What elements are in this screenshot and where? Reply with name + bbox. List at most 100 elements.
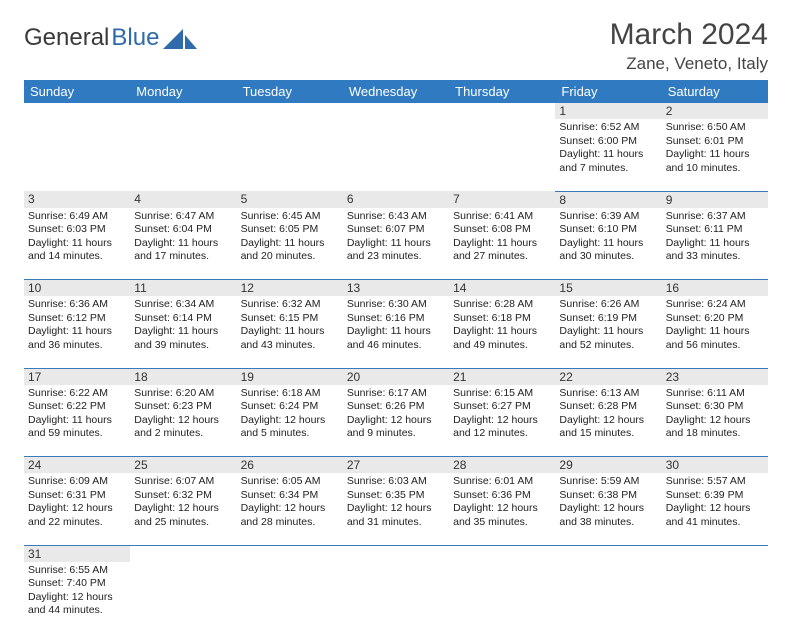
day-cell: Sunrise: 6:34 AMSunset: 6:14 PMDaylight:… — [130, 296, 236, 368]
day-cell-text: Sunrise: 6:05 AMSunset: 6:34 PMDaylight:… — [241, 475, 339, 530]
sunset-text: Sunset: 6:39 PM — [666, 489, 764, 503]
sunrise-text: Sunrise: 6:47 AM — [134, 210, 232, 224]
content-row: Sunrise: 6:49 AMSunset: 6:03 PMDaylight:… — [24, 208, 768, 280]
sunset-text: Sunset: 6:16 PM — [347, 312, 445, 326]
sunrise-text: Sunrise: 6:18 AM — [241, 387, 339, 401]
day-number — [343, 103, 449, 119]
daylight-text: Daylight: 11 hours and 14 minutes. — [28, 237, 126, 264]
sail-icon — [163, 27, 197, 49]
sunset-text: Sunset: 6:35 PM — [347, 489, 445, 503]
day-number: 4 — [130, 191, 236, 208]
location-text: Zane, Veneto, Italy — [610, 54, 768, 74]
sunrise-text: Sunrise: 6:39 AM — [559, 210, 657, 224]
day-cell-text: Sunrise: 6:32 AMSunset: 6:15 PMDaylight:… — [241, 298, 339, 353]
sunset-text: Sunset: 6:32 PM — [134, 489, 232, 503]
day-cell-text: Sunrise: 6:11 AMSunset: 6:30 PMDaylight:… — [666, 387, 764, 442]
sunrise-text: Sunrise: 6:13 AM — [559, 387, 657, 401]
day-cell-text: Sunrise: 6:03 AMSunset: 6:35 PMDaylight:… — [347, 475, 445, 530]
day-number: 7 — [449, 191, 555, 208]
sunrise-text: Sunrise: 6:15 AM — [453, 387, 551, 401]
day-cell: Sunrise: 6:43 AMSunset: 6:07 PMDaylight:… — [343, 208, 449, 280]
day-number — [24, 103, 130, 119]
day-cell — [24, 119, 130, 191]
day-number: 5 — [237, 191, 343, 208]
day-number: 2 — [662, 103, 768, 119]
sunset-text: Sunset: 6:03 PM — [28, 223, 126, 237]
sunrise-text: Sunrise: 6:32 AM — [241, 298, 339, 312]
sunset-text: Sunset: 6:14 PM — [134, 312, 232, 326]
brand-logo: GeneralBlue — [24, 18, 197, 52]
day-cell-text: Sunrise: 6:15 AMSunset: 6:27 PMDaylight:… — [453, 387, 551, 442]
title-block: March 2024 Zane, Veneto, Italy — [610, 18, 768, 74]
day-cell: Sunrise: 6:50 AMSunset: 6:01 PMDaylight:… — [662, 119, 768, 191]
daylight-text: Daylight: 12 hours and 31 minutes. — [347, 502, 445, 529]
day-number: 8 — [555, 191, 661, 208]
brand-text-2: Blue — [111, 24, 159, 52]
sunset-text: Sunset: 6:00 PM — [559, 135, 657, 149]
day-cell: Sunrise: 6:24 AMSunset: 6:20 PMDaylight:… — [662, 296, 768, 368]
daynum-row: 3456789 — [24, 191, 768, 208]
sunrise-text: Sunrise: 6:37 AM — [666, 210, 764, 224]
day-cell-text: Sunrise: 6:43 AMSunset: 6:07 PMDaylight:… — [347, 210, 445, 265]
daylight-text: Daylight: 12 hours and 22 minutes. — [28, 502, 126, 529]
sunset-text: Sunset: 6:15 PM — [241, 312, 339, 326]
day-cell-text: Sunrise: 6:47 AMSunset: 6:04 PMDaylight:… — [134, 210, 232, 265]
day-cell — [449, 119, 555, 191]
day-number — [130, 103, 236, 119]
day-cell-text: Sunrise: 6:07 AMSunset: 6:32 PMDaylight:… — [134, 475, 232, 530]
daylight-text: Daylight: 11 hours and 17 minutes. — [134, 237, 232, 264]
sunrise-text: Sunrise: 6:50 AM — [666, 121, 764, 135]
day-cell: Sunrise: 5:57 AMSunset: 6:39 PMDaylight:… — [662, 473, 768, 545]
day-cell: Sunrise: 6:49 AMSunset: 6:03 PMDaylight:… — [24, 208, 130, 280]
day-cell: Sunrise: 6:15 AMSunset: 6:27 PMDaylight:… — [449, 385, 555, 457]
day-number: 27 — [343, 457, 449, 474]
day-cell — [343, 562, 449, 634]
daylight-text: Daylight: 12 hours and 5 minutes. — [241, 414, 339, 441]
daylight-text: Daylight: 11 hours and 20 minutes. — [241, 237, 339, 264]
day-cell — [130, 119, 236, 191]
day-cell-text: Sunrise: 6:45 AMSunset: 6:05 PMDaylight:… — [241, 210, 339, 265]
content-row: Sunrise: 6:55 AMSunset: 7:40 PMDaylight:… — [24, 562, 768, 634]
day-number — [555, 545, 661, 562]
sunset-text: Sunset: 7:40 PM — [28, 577, 126, 591]
sunset-text: Sunset: 6:26 PM — [347, 400, 445, 414]
day-cell-text: Sunrise: 6:49 AMSunset: 6:03 PMDaylight:… — [28, 210, 126, 265]
day-cell: Sunrise: 6:07 AMSunset: 6:32 PMDaylight:… — [130, 473, 236, 545]
sunset-text: Sunset: 6:11 PM — [666, 223, 764, 237]
day-number: 9 — [662, 191, 768, 208]
sunrise-text: Sunrise: 5:59 AM — [559, 475, 657, 489]
sunrise-text: Sunrise: 6:43 AM — [347, 210, 445, 224]
day-number: 25 — [130, 457, 236, 474]
day-cell: Sunrise: 6:39 AMSunset: 6:10 PMDaylight:… — [555, 208, 661, 280]
sunset-text: Sunset: 6:38 PM — [559, 489, 657, 503]
daynum-row: 31 — [24, 545, 768, 562]
day-cell — [555, 562, 661, 634]
day-number: 15 — [555, 280, 661, 297]
day-cell: Sunrise: 6:55 AMSunset: 7:40 PMDaylight:… — [24, 562, 130, 634]
day-cell-text: Sunrise: 6:20 AMSunset: 6:23 PMDaylight:… — [134, 387, 232, 442]
day-cell — [237, 562, 343, 634]
day-number: 20 — [343, 368, 449, 385]
day-header: Tuesday — [237, 80, 343, 103]
day-cell-text: Sunrise: 5:59 AMSunset: 6:38 PMDaylight:… — [559, 475, 657, 530]
day-cell: Sunrise: 6:03 AMSunset: 6:35 PMDaylight:… — [343, 473, 449, 545]
sunrise-text: Sunrise: 6:24 AM — [666, 298, 764, 312]
daylight-text: Daylight: 11 hours and 46 minutes. — [347, 325, 445, 352]
sunrise-text: Sunrise: 6:52 AM — [559, 121, 657, 135]
day-number: 30 — [662, 457, 768, 474]
day-number — [662, 545, 768, 562]
daynum-row: 17181920212223 — [24, 368, 768, 385]
sunset-text: Sunset: 6:23 PM — [134, 400, 232, 414]
sunrise-text: Sunrise: 6:34 AM — [134, 298, 232, 312]
sunset-text: Sunset: 6:31 PM — [28, 489, 126, 503]
daynum-row: 24252627282930 — [24, 457, 768, 474]
daylight-text: Daylight: 11 hours and 23 minutes. — [347, 237, 445, 264]
sunset-text: Sunset: 6:07 PM — [347, 223, 445, 237]
day-header: Friday — [555, 80, 661, 103]
day-cell — [343, 119, 449, 191]
sunrise-text: Sunrise: 6:30 AM — [347, 298, 445, 312]
daynum-row: 12 — [24, 103, 768, 119]
daylight-text: Daylight: 11 hours and 49 minutes. — [453, 325, 551, 352]
day-cell: Sunrise: 6:22 AMSunset: 6:22 PMDaylight:… — [24, 385, 130, 457]
sunset-text: Sunset: 6:04 PM — [134, 223, 232, 237]
